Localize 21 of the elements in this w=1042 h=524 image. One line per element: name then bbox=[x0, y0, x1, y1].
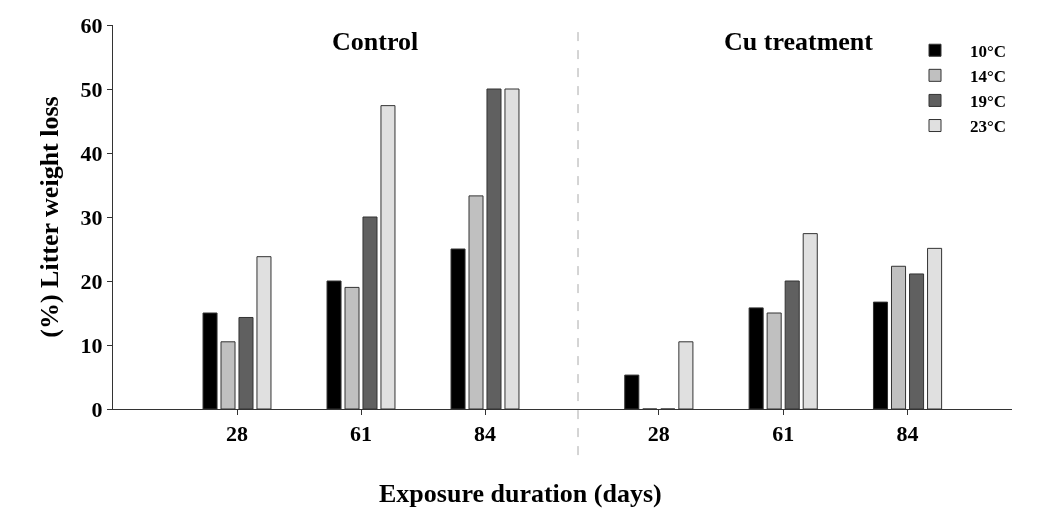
x-tick-label: 61 bbox=[350, 421, 372, 447]
y-tick-label: 50 bbox=[80, 76, 103, 102]
y-tick-label: 40 bbox=[80, 140, 103, 166]
x-tick-label: 28 bbox=[226, 421, 248, 447]
chart-title: Cu treatment bbox=[724, 27, 874, 56]
x-tick-label: 84 bbox=[474, 421, 496, 447]
y-tick-label: 30 bbox=[80, 204, 103, 230]
x-tick-label: 84 bbox=[896, 421, 919, 447]
y-tick-label: 20 bbox=[80, 268, 103, 294]
legend-label: 23°C bbox=[970, 117, 1007, 137]
x-axis-title: Exposure duration (days) bbox=[379, 479, 662, 508]
legend-label: 10°C bbox=[970, 41, 1007, 61]
legend-label: 19°C bbox=[970, 92, 1007, 112]
y-tick-label: 0 bbox=[91, 396, 103, 422]
y-tick-label: 10 bbox=[80, 332, 103, 358]
chart-title: Control bbox=[332, 27, 419, 56]
y-axis-title: (%) Litter weight loss bbox=[35, 96, 64, 338]
x-tick-label: 61 bbox=[772, 421, 795, 447]
legend-label: 14°C bbox=[970, 66, 1007, 86]
y-tick-label: 60 bbox=[80, 12, 103, 38]
x-tick-label: 28 bbox=[647, 421, 670, 447]
